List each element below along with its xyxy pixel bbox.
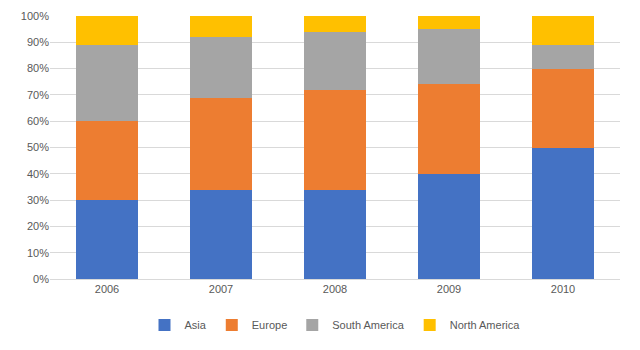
svg-text:70%: 70% xyxy=(27,89,49,101)
svg-text:40%: 40% xyxy=(27,168,49,180)
svg-text:2006: 2006 xyxy=(95,283,119,295)
svg-text:50%: 50% xyxy=(27,141,49,153)
svg-text:80%: 80% xyxy=(27,62,49,74)
svg-text:2007: 2007 xyxy=(209,283,233,295)
svg-text:North America: North America xyxy=(450,319,521,331)
svg-text:2010: 2010 xyxy=(551,283,575,295)
svg-text:20%: 20% xyxy=(27,220,49,232)
svg-text:2008: 2008 xyxy=(323,283,347,295)
svg-text:Asia: Asia xyxy=(185,319,207,331)
svg-text:0%: 0% xyxy=(33,273,49,285)
svg-text:90%: 90% xyxy=(27,36,49,48)
svg-text:Europe: Europe xyxy=(252,319,287,331)
svg-text:10%: 10% xyxy=(27,247,49,259)
svg-text:South America: South America xyxy=(332,319,404,331)
svg-text:100%: 100% xyxy=(21,10,49,22)
svg-text:2009: 2009 xyxy=(437,283,461,295)
svg-text:30%: 30% xyxy=(27,194,49,206)
svg-text:60%: 60% xyxy=(27,115,49,127)
